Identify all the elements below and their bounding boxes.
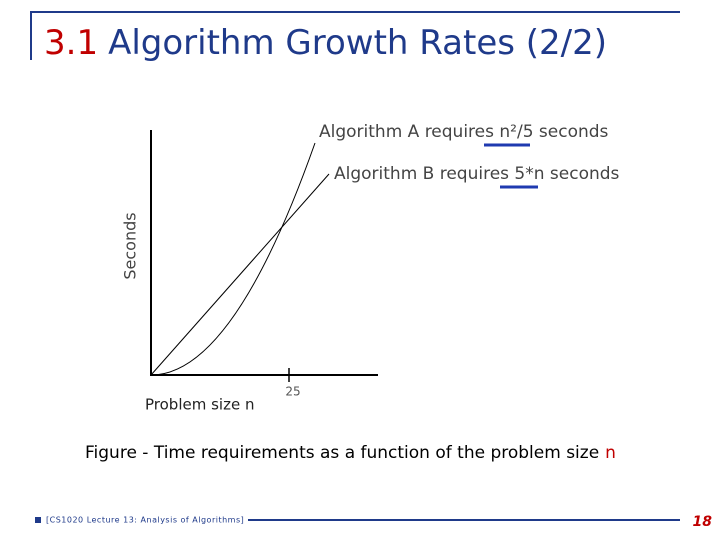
line-b <box>150 173 330 376</box>
title-text: Algorithm Growth Rates (2/2) <box>108 23 607 63</box>
curve-a <box>150 142 316 376</box>
caption-variable: n <box>605 443 616 463</box>
page-number: 18 <box>693 514 713 530</box>
label-a: Algorithm A requires n²/5 seconds <box>319 122 609 142</box>
footer-course: [CS1020 Lecture 13: Analysis of Algorith… <box>46 516 244 525</box>
caption-text: Figure - Time requirements as a function… <box>85 443 599 463</box>
y-axis-label: Seconds <box>121 212 140 279</box>
footer-square <box>35 517 41 523</box>
x-axis-label: Problem size n <box>145 396 254 414</box>
label-b: Algorithm B requires 5*n seconds <box>334 164 620 184</box>
caption: Figure - Time requirements as a function… <box>85 443 616 463</box>
x-tick-label: 25 <box>285 385 300 399</box>
title-number: 3.1 <box>44 23 98 63</box>
slide-title: 3.1 Algorithm Growth Rates (2/2) <box>44 23 607 63</box>
